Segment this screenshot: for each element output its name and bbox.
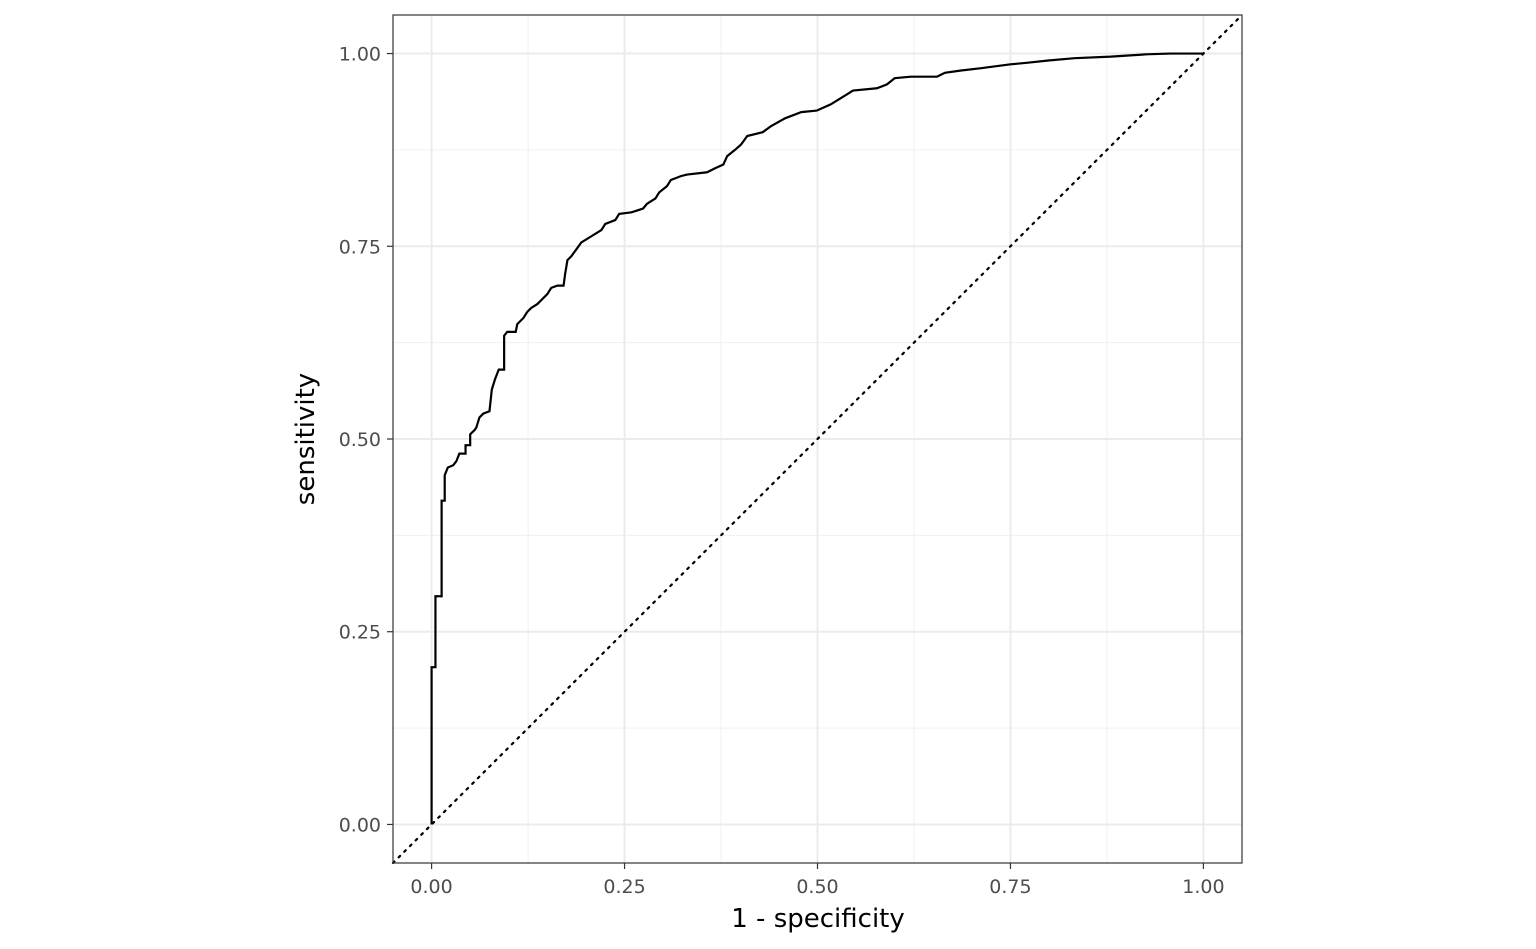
y-axis-title: sensitivity [291,373,321,505]
x-tick-label: 1.00 [1182,876,1224,898]
y-tick-label: 0.00 [339,814,381,836]
x-tick-label: 0.75 [989,876,1031,898]
x-tick-label: 0.00 [410,876,452,898]
x-axis-title: 1 - specificity [731,904,905,934]
y-tick-label: 0.25 [339,622,381,644]
y-tick-label: 0.50 [339,429,381,451]
x-tick-label: 0.50 [796,876,838,898]
reference-line [391,13,1244,865]
roc-curve [430,52,1204,825]
y-tick-label: 0.75 [339,236,381,258]
plot-area [391,13,1244,865]
y-tick-label: 1.00 [339,44,381,66]
x-tick-label: 0.25 [603,876,645,898]
